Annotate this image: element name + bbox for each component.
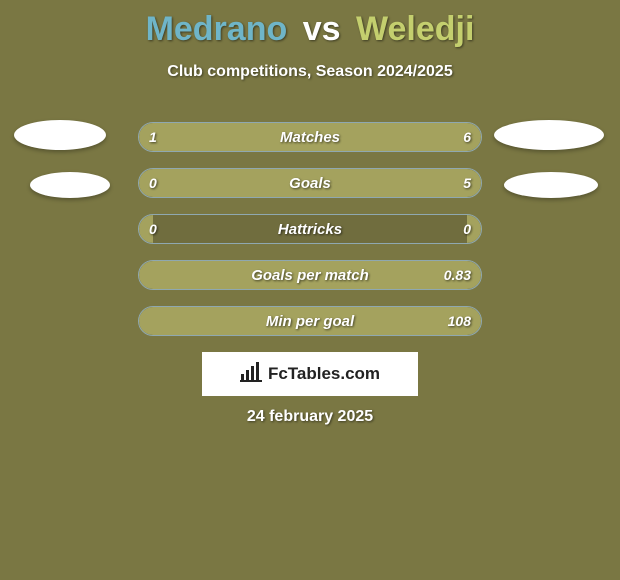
stat-row: Goals per match0.83 [138,260,482,290]
avatar-left-top [14,120,106,150]
subtitle: Club competitions, Season 2024/2025 [0,63,620,81]
brand-text: FcTables.com [268,364,380,384]
stat-row: Min per goal108 [138,306,482,336]
brand-box: FcTables.com [202,352,418,396]
stat-label: Goals [139,169,481,197]
stat-value-right: 0 [463,215,471,243]
date-line: 24 february 2025 [0,408,620,426]
stat-value-right: 0.83 [444,261,471,289]
comparison-infographic: Medrano vs Weledji Club competitions, Se… [0,0,620,580]
stat-label: Matches [139,123,481,151]
avatar-left-bottom [30,172,110,198]
stat-value-right: 6 [463,123,471,151]
title-row: Medrano vs Weledji [0,0,620,49]
chart-icon [240,362,262,387]
stat-label: Hattricks [139,215,481,243]
avatar-right-top [494,120,604,150]
stat-value-right: 108 [448,307,471,335]
stats-container: 1Matches60Goals50Hattricks0Goals per mat… [138,122,482,352]
player-left-name: Medrano [146,10,288,48]
vs-text: vs [303,10,341,48]
stat-row: 0Goals5 [138,168,482,198]
avatar-right-bottom [504,172,598,198]
player-right-name: Weledji [356,10,474,48]
stat-label: Goals per match [139,261,481,289]
stat-row: 1Matches6 [138,122,482,152]
stat-row: 0Hattricks0 [138,214,482,244]
stat-label: Min per goal [139,307,481,335]
stat-value-right: 5 [463,169,471,197]
